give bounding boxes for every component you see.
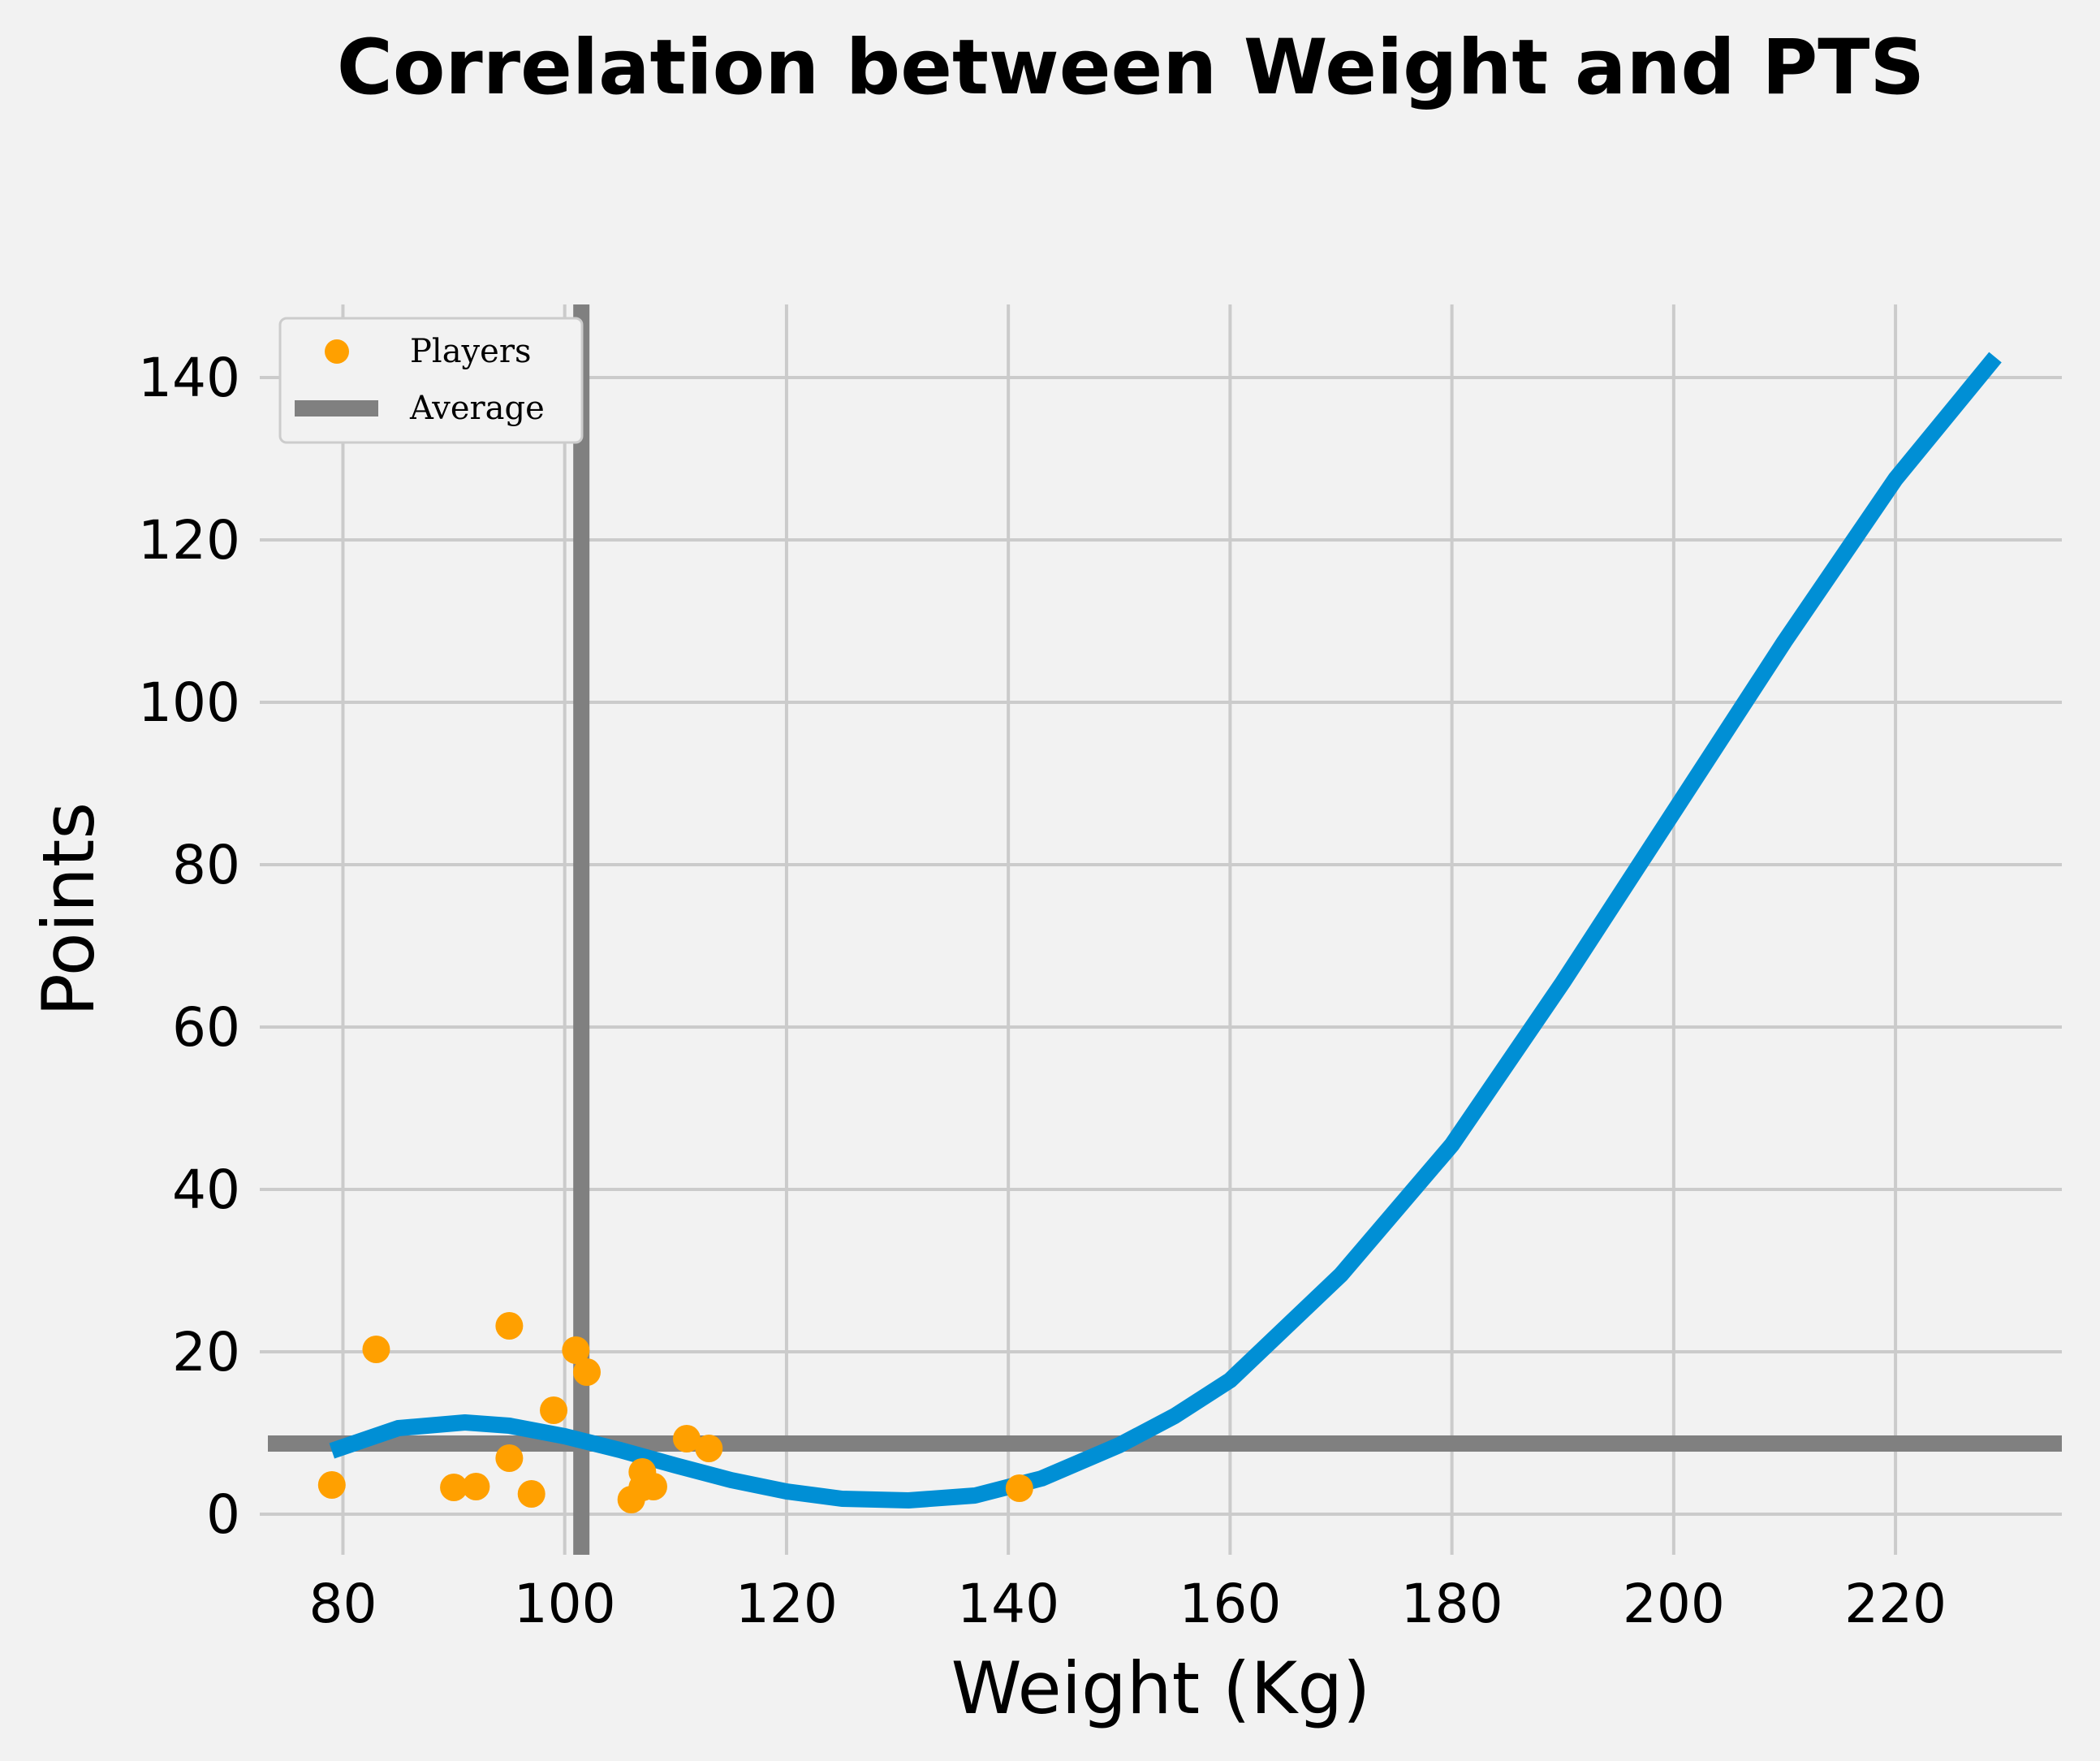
x-axis-ticks: 80 100 120 140 160 180 200 220 [308,1573,1947,1635]
grid [260,304,2062,1555]
x-tick-label: 180 [1401,1573,1503,1635]
y-tick-label: 20 [172,1321,240,1383]
x-tick-label: 140 [957,1573,1059,1635]
y-tick-label: 120 [138,509,240,572]
y-tick-label: 40 [172,1159,240,1221]
y-tick-label: 60 [172,996,240,1059]
y-tick-label: 0 [206,1483,240,1546]
fit-curve [329,352,2002,1509]
player-point [562,1336,590,1364]
legend: Players Average [278,317,584,444]
player-point [440,1474,468,1501]
x-tick-label: 80 [308,1573,377,1635]
player-point [672,1425,701,1452]
player-point [462,1473,490,1500]
y-axis-label: Points [27,802,110,1016]
y-tick-label: 140 [138,347,240,409]
legend-players-marker [325,339,349,364]
fit-line [329,352,2002,1509]
x-tick-label: 200 [1623,1573,1725,1635]
player-point [639,1473,667,1500]
player-point [573,1358,602,1386]
x-tick-label: 120 [735,1573,838,1635]
y-tick-label: 100 [138,671,240,734]
legend-players-label: Players [410,333,531,370]
player-point [517,1480,545,1508]
chart-title: Correlation between Weight and PTS [337,24,1925,112]
player-point [540,1396,568,1424]
player-point [495,1312,524,1340]
x-axis-label: Weight (Kg) [951,1647,1371,1730]
x-tick-label: 100 [514,1573,616,1635]
y-tick-label: 80 [172,834,240,896]
y-axis-ticks: 0 20 40 60 80 100 120 140 [138,347,240,1546]
player-point [362,1336,390,1363]
player-point [1005,1474,1033,1502]
x-tick-label: 220 [1844,1573,1947,1635]
legend-average-label: Average [409,390,545,427]
player-points [317,1312,1033,1513]
player-point [695,1435,723,1462]
player-point [495,1444,524,1472]
player-point [317,1471,346,1499]
x-tick-label: 160 [1179,1573,1281,1635]
